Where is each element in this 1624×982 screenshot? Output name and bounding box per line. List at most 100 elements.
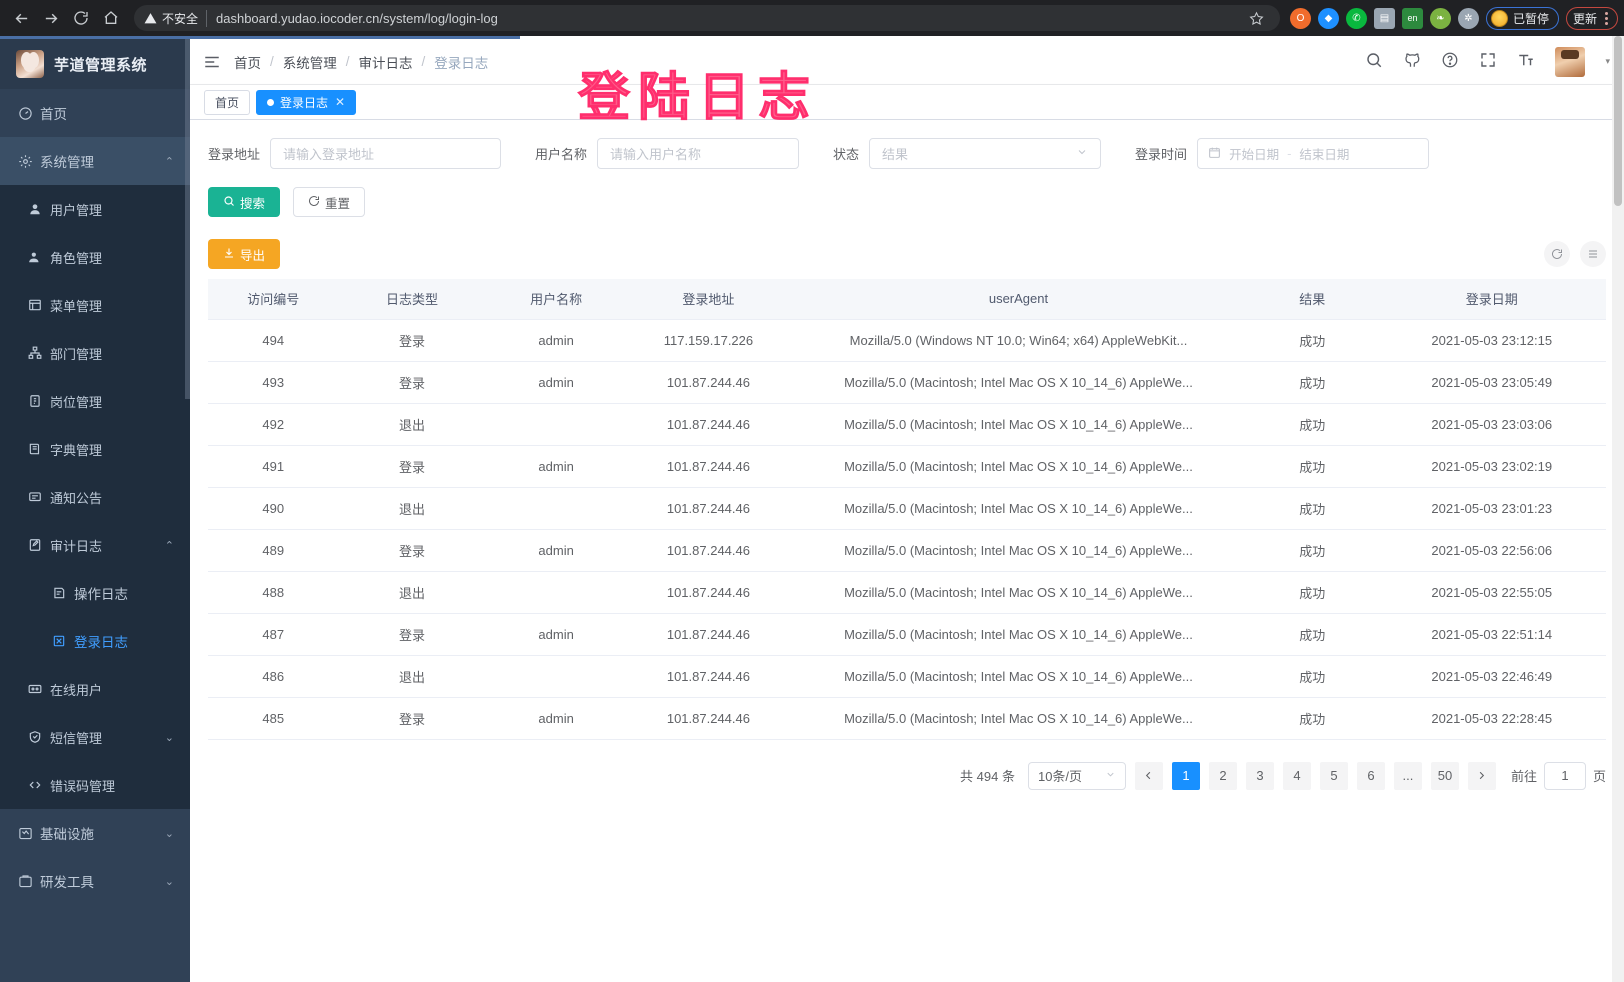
cell-type: 退出 [338,655,486,698]
column-header-id[interactable]: 访问编号 [208,279,339,320]
cell-id: 493 [208,361,339,404]
sidebar-item-user-mgmt[interactable]: 用户管理 [0,185,190,233]
table-row[interactable]: 494 登录 admin 117.159.17.226 Mozilla/5.0 (Win… [208,319,1606,362]
sidebar: 芋道管理系统 首页 系统管理 ⌃ [0,39,190,982]
pagination-page-1[interactable]: 1 [1171,761,1200,790]
placeholder-text: 请输入登录地址 [283,147,375,162]
bookmark-star-icon[interactable] [1244,11,1270,26]
jump-prefix-label: 前往 [1510,769,1537,784]
brand-header[interactable]: 芋道管理系统 [0,39,190,89]
breadcrumb-item-2[interactable]: 审计日志 [358,55,413,71]
chevron-down-icon[interactable]: ▾ [1605,56,1610,66]
collapse-menu-icon[interactable] [190,53,234,71]
sidebar-item-dict-mgmt[interactable]: 字典管理 [0,425,190,473]
opera-extension-icon[interactable]: O [1289,7,1311,29]
pagination-page-3[interactable]: 3 [1245,761,1274,790]
search-input-login-address[interactable]: 请输入登录地址 [270,138,502,169]
table-row[interactable]: 486 退出 101.87.244.46 Mozilla/5.0 (Macintosh… [208,655,1606,698]
cell-type: 登录 [338,697,486,740]
sidebar-item-notice[interactable]: 通知公告 [0,473,190,521]
update-button[interactable]: 更新 [1565,6,1618,30]
sidebar-scrollbar[interactable] [185,39,190,399]
sidebar-item-devtools[interactable]: 研发工具 ⌄ [0,857,190,905]
export-button[interactable]: 导出 [208,239,281,269]
sidebar-item-dept-mgmt[interactable]: 部门管理 [0,329,190,377]
column-header-user[interactable]: 用户名称 [485,279,627,320]
page-size-select[interactable]: 10条/页 [1027,761,1126,790]
sidebar-item-menu-mgmt[interactable]: 菜单管理 [0,281,190,329]
breadcrumb-item-1[interactable]: 系统管理 [282,55,337,71]
reset-button[interactable]: 重置 [293,187,366,217]
refresh-circle-icon[interactable] [1544,241,1570,267]
sidebar-item-role-mgmt[interactable]: 角色管理 [0,233,190,281]
leaf-extension-icon[interactable]: ❧ [1429,7,1451,29]
cell-user: admin [485,319,627,362]
paused-status-pill[interactable]: 已暂停 [1485,6,1559,30]
sidebar-item-operation-log[interactable]: 操作日志 [0,569,190,617]
pagination-next[interactable] [1467,761,1496,790]
breadcrumb-item-0[interactable]: 首页 [234,55,261,71]
sidebar-item-login-log[interactable]: 登录日志 [0,617,190,665]
table-row[interactable]: 490 退出 101.87.244.46 Mozilla/5.0 (Macintosh… [208,487,1606,530]
cell-date: 2021-05-03 23:02:19 [1377,445,1606,488]
cell-user: admin [485,361,627,404]
pagination-page-5[interactable]: 5 [1319,761,1348,790]
sidebar-item-home[interactable]: 首页 [0,89,190,137]
search-button[interactable]: 搜索 [208,187,281,217]
search-select-status[interactable]: 结果 [869,138,1102,169]
sidebar-item-infrastructure[interactable]: 基础设施 ⌄ [0,809,190,857]
sidebar-item-post-mgmt[interactable]: 岗位管理 [0,377,190,425]
reload-icon[interactable] [66,3,96,33]
tab-login-log[interactable]: 登录日志 ✕ [256,89,357,115]
sidebar-item-online-user[interactable]: 在线用户 [0,665,190,713]
pagination-page-2[interactable]: 2 [1208,761,1237,790]
search-icon[interactable] [1365,51,1383,72]
help-circle-icon[interactable] [1441,51,1459,72]
sidebar-item-audit-log[interactable]: 审计日志 ⌃ [0,521,190,569]
table-row[interactable]: 492 退出 101.87.244.46 Mozilla/5.0 (Macintosh… [208,403,1606,446]
address-bar[interactable]: 不安全 dashboard.yudao.iocoder.cn/system/lo… [134,5,1280,31]
wechat-extension-icon[interactable]: ✆ [1345,7,1367,29]
pagination-page-...[interactable]: ... [1393,761,1422,790]
jump-page-input[interactable]: 1 [1543,761,1586,790]
forward-arrow-icon[interactable] [36,3,66,33]
column-header-type[interactable]: 日志类型 [338,279,486,320]
column-header-address[interactable]: 登录地址 [626,279,791,320]
fullscreen-icon[interactable] [1479,51,1497,72]
table-row[interactable]: 489 登录 admin 101.87.244.46 Mozilla/5.0 (Maci… [208,529,1606,572]
pagination-page-4[interactable]: 4 [1282,761,1311,790]
notes-extension-icon[interactable]: ▤ [1373,7,1395,29]
close-icon[interactable]: ✕ [335,95,346,109]
table-row[interactable]: 493 登录 admin 101.87.244.46 Mozilla/5.0 (Maci… [208,361,1606,404]
column-header-result[interactable]: 结果 [1246,279,1378,320]
tab-home[interactable]: 首页 [204,89,251,115]
column-settings-icon[interactable] [1580,241,1606,267]
sidebar-item-sms-mgmt[interactable]: 短信管理 ⌄ [0,713,190,761]
kebab-menu-icon[interactable] [1602,11,1611,25]
search-input-username[interactable]: 请输入用户名称 [597,138,800,169]
column-header-date[interactable]: 登录日期 [1377,279,1606,320]
pagination-prev[interactable] [1134,761,1163,790]
back-arrow-icon[interactable] [6,3,36,33]
column-header-useragent[interactable]: userAgent [790,279,1247,320]
page-load-progress [0,36,1624,39]
github-icon[interactable] [1403,51,1421,72]
search-daterange-login-time[interactable]: 开始日期 - 结束日期 [1197,138,1430,169]
diamond-extension-icon[interactable]: ◆ [1317,7,1339,29]
page-scrollbar[interactable] [1612,36,1624,982]
sidebar-item-error-code[interactable]: 错误码管理 [0,761,190,809]
puzzle-extension-icon[interactable]: ✲ [1457,7,1479,29]
pagination-page-6[interactable]: 6 [1356,761,1385,790]
font-size-icon[interactable] [1517,51,1535,72]
table-row[interactable]: 491 登录 admin 101.87.244.46 Mozilla/5.0 (Maci… [208,445,1606,488]
sidebar-item-label: 操作日志 [74,587,128,602]
sidebar-item-system[interactable]: 系统管理 ⌃ [0,137,190,185]
translate-extension-icon[interactable]: en [1401,7,1423,29]
home-icon[interactable] [96,3,126,33]
post-badge-icon [28,394,50,408]
table-row[interactable]: 487 登录 admin 101.87.244.46 Mozilla/5.0 (Maci… [208,613,1606,656]
table-row[interactable]: 485 登录 admin 101.87.244.46 Mozilla/5.0 (Maci… [208,697,1606,740]
table-row[interactable]: 488 退出 101.87.244.46 Mozilla/5.0 (Macintosh… [208,571,1606,614]
pagination-page-50[interactable]: 50 [1430,761,1459,790]
user-avatar[interactable] [1555,46,1586,77]
